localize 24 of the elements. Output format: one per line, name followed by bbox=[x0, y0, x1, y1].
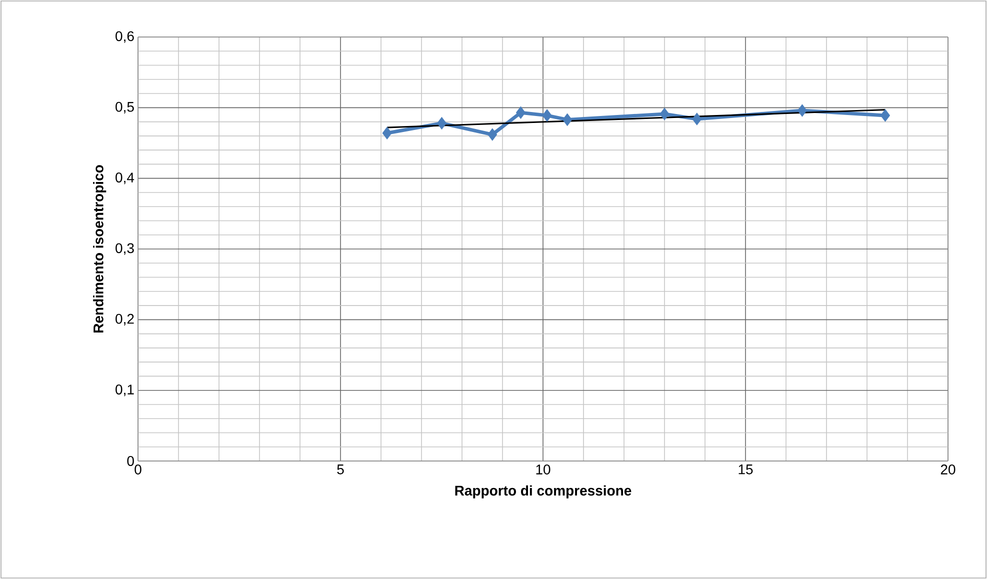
y-axis-title: Rendimento isoentropico bbox=[93, 165, 106, 332]
y-tick-label: 0,3 bbox=[116, 243, 134, 255]
point bbox=[488, 128, 498, 141]
y-tick-label: 0,1 bbox=[116, 384, 134, 396]
point bbox=[437, 116, 447, 130]
y-tick-label: 0 bbox=[127, 456, 134, 466]
y-tick-label: 0,4 bbox=[116, 172, 134, 184]
point bbox=[516, 106, 526, 119]
x-tick-label: 20 bbox=[940, 464, 956, 474]
y-tick-label: 0,5 bbox=[116, 102, 134, 114]
x-tick-label: 5 bbox=[337, 464, 344, 474]
x-axis-title: Rapporto di compressione bbox=[455, 485, 632, 498]
point bbox=[562, 113, 572, 126]
x-tick-label: 10 bbox=[536, 464, 550, 474]
y-tick-label: 0,6 bbox=[116, 31, 134, 43]
point bbox=[660, 108, 670, 120]
y-tick-label: 0,2 bbox=[116, 314, 134, 326]
x-tick-label: 0 bbox=[134, 464, 142, 474]
x-tick-label: 15 bbox=[738, 464, 753, 474]
point bbox=[542, 109, 552, 122]
point bbox=[880, 109, 890, 122]
point bbox=[797, 104, 807, 117]
point bbox=[692, 112, 702, 126]
point bbox=[382, 126, 392, 140]
